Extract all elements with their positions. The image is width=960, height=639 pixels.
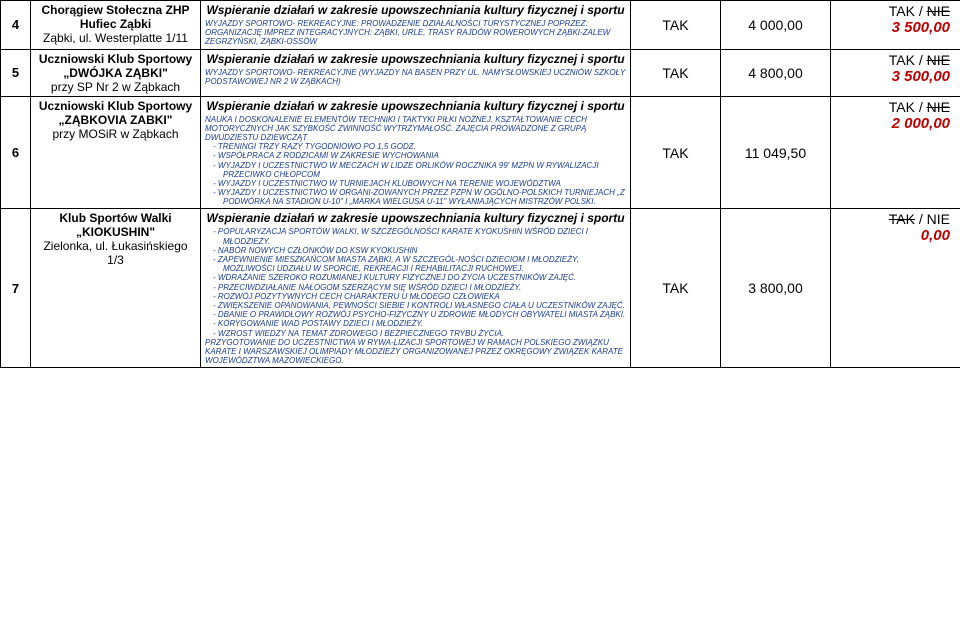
organization-cell: Uczniowski Klub Sportowy„ZĄBKOVIA ZABKI"… [31, 96, 201, 209]
row-number: 6 [1, 96, 31, 209]
table-row: 6Uczniowski Klub Sportowy„ZĄBKOVIA ZABKI… [1, 96, 960, 209]
granted-amount: 3 500,00 [835, 68, 950, 85]
requested-amount: 3 800,00 [721, 209, 831, 368]
decision-cell: TAK / NIE0,00 [831, 209, 960, 368]
description-cell: Wspieranie działań w zakresie upowszechn… [201, 1, 631, 50]
description-cell: Wspieranie działań w zakresie upowszechn… [201, 96, 631, 209]
action-title: Wspieranie działań w zakresie upowszechn… [205, 52, 626, 66]
table-row: 4Chorągiew Stołeczna ZHPHufiec ZąbkiZąbk… [1, 1, 960, 50]
action-body: WYJAZDY SPORTOWO- REKREACYJNE (WYJAZDY N… [205, 68, 626, 86]
description-cell: Wspieranie działań w zakresie upowszechn… [201, 209, 631, 368]
decision-cell: TAK / NIE3 500,00 [831, 49, 960, 96]
description-cell: Wspieranie działań w zakresie upowszechn… [201, 49, 631, 96]
action-body: NAUKA I DOSKONALENIE ELEMENTÓW TECHNIKI … [205, 115, 626, 207]
table-row: 7Klub Sportów Walki„KIOKUSHIN"Zielonka, … [1, 209, 960, 368]
tak-cell: TAK [631, 49, 721, 96]
granted-amount: 2 000,00 [835, 115, 950, 132]
organization-cell: Chorągiew Stołeczna ZHPHufiec ZąbkiZąbki… [31, 1, 201, 50]
decision-cell: TAK / NIE2 000,00 [831, 96, 960, 209]
granted-amount: 3 500,00 [835, 19, 950, 36]
row-number: 7 [1, 209, 31, 368]
action-title: Wspieranie działań w zakresie upowszechn… [205, 3, 626, 17]
tak-cell: TAK [631, 1, 721, 50]
granted-amount: 0,00 [835, 227, 950, 244]
decision-cell: TAK / NIE3 500,00 [831, 1, 960, 50]
row-number: 4 [1, 1, 31, 50]
organization-cell: Uczniowski Klub Sportowy„DWÓJKA ZĄBKI"pr… [31, 49, 201, 96]
grants-table: 4Chorągiew Stołeczna ZHPHufiec ZąbkiZąbk… [0, 0, 960, 368]
action-body: POPULARYZACJA SPORTÓW WALKI, W SZCZEGÓLN… [205, 227, 626, 365]
action-title: Wspieranie działań w zakresie upowszechn… [205, 99, 626, 113]
requested-amount: 4 000,00 [721, 1, 831, 50]
organization-cell: Klub Sportów Walki„KIOKUSHIN"Zielonka, u… [31, 209, 201, 368]
row-number: 5 [1, 49, 31, 96]
requested-amount: 11 049,50 [721, 96, 831, 209]
table-row: 5Uczniowski Klub Sportowy„DWÓJKA ZĄBKI"p… [1, 49, 960, 96]
requested-amount: 4 800,00 [721, 49, 831, 96]
tak-cell: TAK [631, 209, 721, 368]
tak-cell: TAK [631, 96, 721, 209]
action-body: WYJAZDY SPORTOWO- REKREACYJNE: PROWADZEN… [205, 19, 626, 47]
action-title: Wspieranie działań w zakresie upowszechn… [205, 211, 626, 225]
